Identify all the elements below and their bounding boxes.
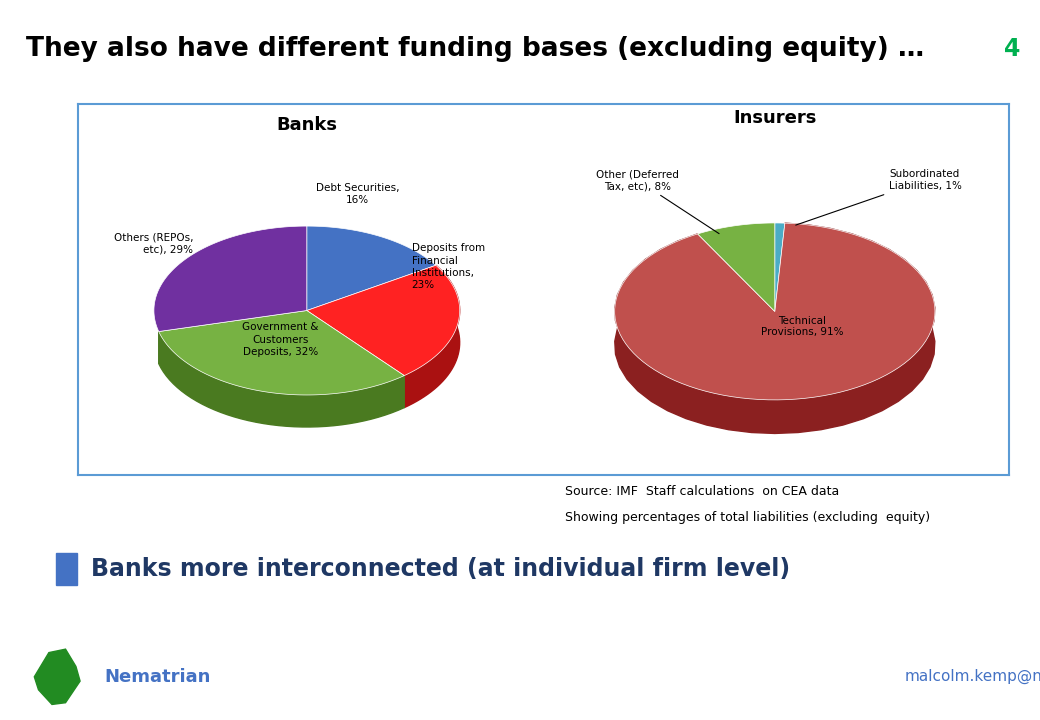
Text: They also have different funding bases (excluding equity) …: They also have different funding bases (… (26, 37, 925, 63)
Polygon shape (159, 331, 405, 427)
Title: Insurers: Insurers (733, 109, 816, 127)
Polygon shape (154, 226, 307, 331)
Text: Source: IMF  Staff calculations  on CEA data: Source: IMF Staff calculations on CEA da… (565, 485, 839, 498)
Text: Debt Securities,
16%: Debt Securities, 16% (316, 183, 399, 205)
Text: Showing percentages of total liabilities (excluding  equity): Showing percentages of total liabilities… (565, 511, 930, 524)
Text: malcolm.kemp@nematrian.com: malcolm.kemp@nematrian.com (905, 669, 1040, 685)
Text: Others (REPOs,
etc), 29%: Others (REPOs, etc), 29% (113, 233, 193, 255)
Polygon shape (307, 226, 436, 310)
Polygon shape (698, 223, 775, 312)
Text: Subordinated
Liabilities, 1%: Subordinated Liabilities, 1% (796, 169, 962, 225)
Text: Banks more interconnected (at individual firm level): Banks more interconnected (at individual… (92, 557, 790, 581)
Text: Deposits from
Financial
Institutions,
23%: Deposits from Financial Institutions, 23… (412, 243, 485, 290)
Polygon shape (775, 223, 785, 312)
Polygon shape (307, 265, 460, 376)
Text: 4: 4 (1004, 37, 1020, 61)
Polygon shape (405, 265, 460, 408)
Text: Other (Deferred
Tax, etc), 8%: Other (Deferred Tax, etc), 8% (596, 169, 719, 233)
Bar (56, 553, 77, 585)
Text: Technical
Provisions, 91%: Technical Provisions, 91% (761, 316, 843, 338)
Text: Government &
Customers
Deposits, 32%: Government & Customers Deposits, 32% (242, 323, 319, 357)
Polygon shape (615, 223, 935, 433)
Polygon shape (159, 310, 405, 395)
Polygon shape (615, 223, 935, 400)
Polygon shape (34, 649, 80, 704)
Title: Banks: Banks (277, 117, 337, 135)
Text: Nematrian: Nematrian (104, 668, 210, 685)
